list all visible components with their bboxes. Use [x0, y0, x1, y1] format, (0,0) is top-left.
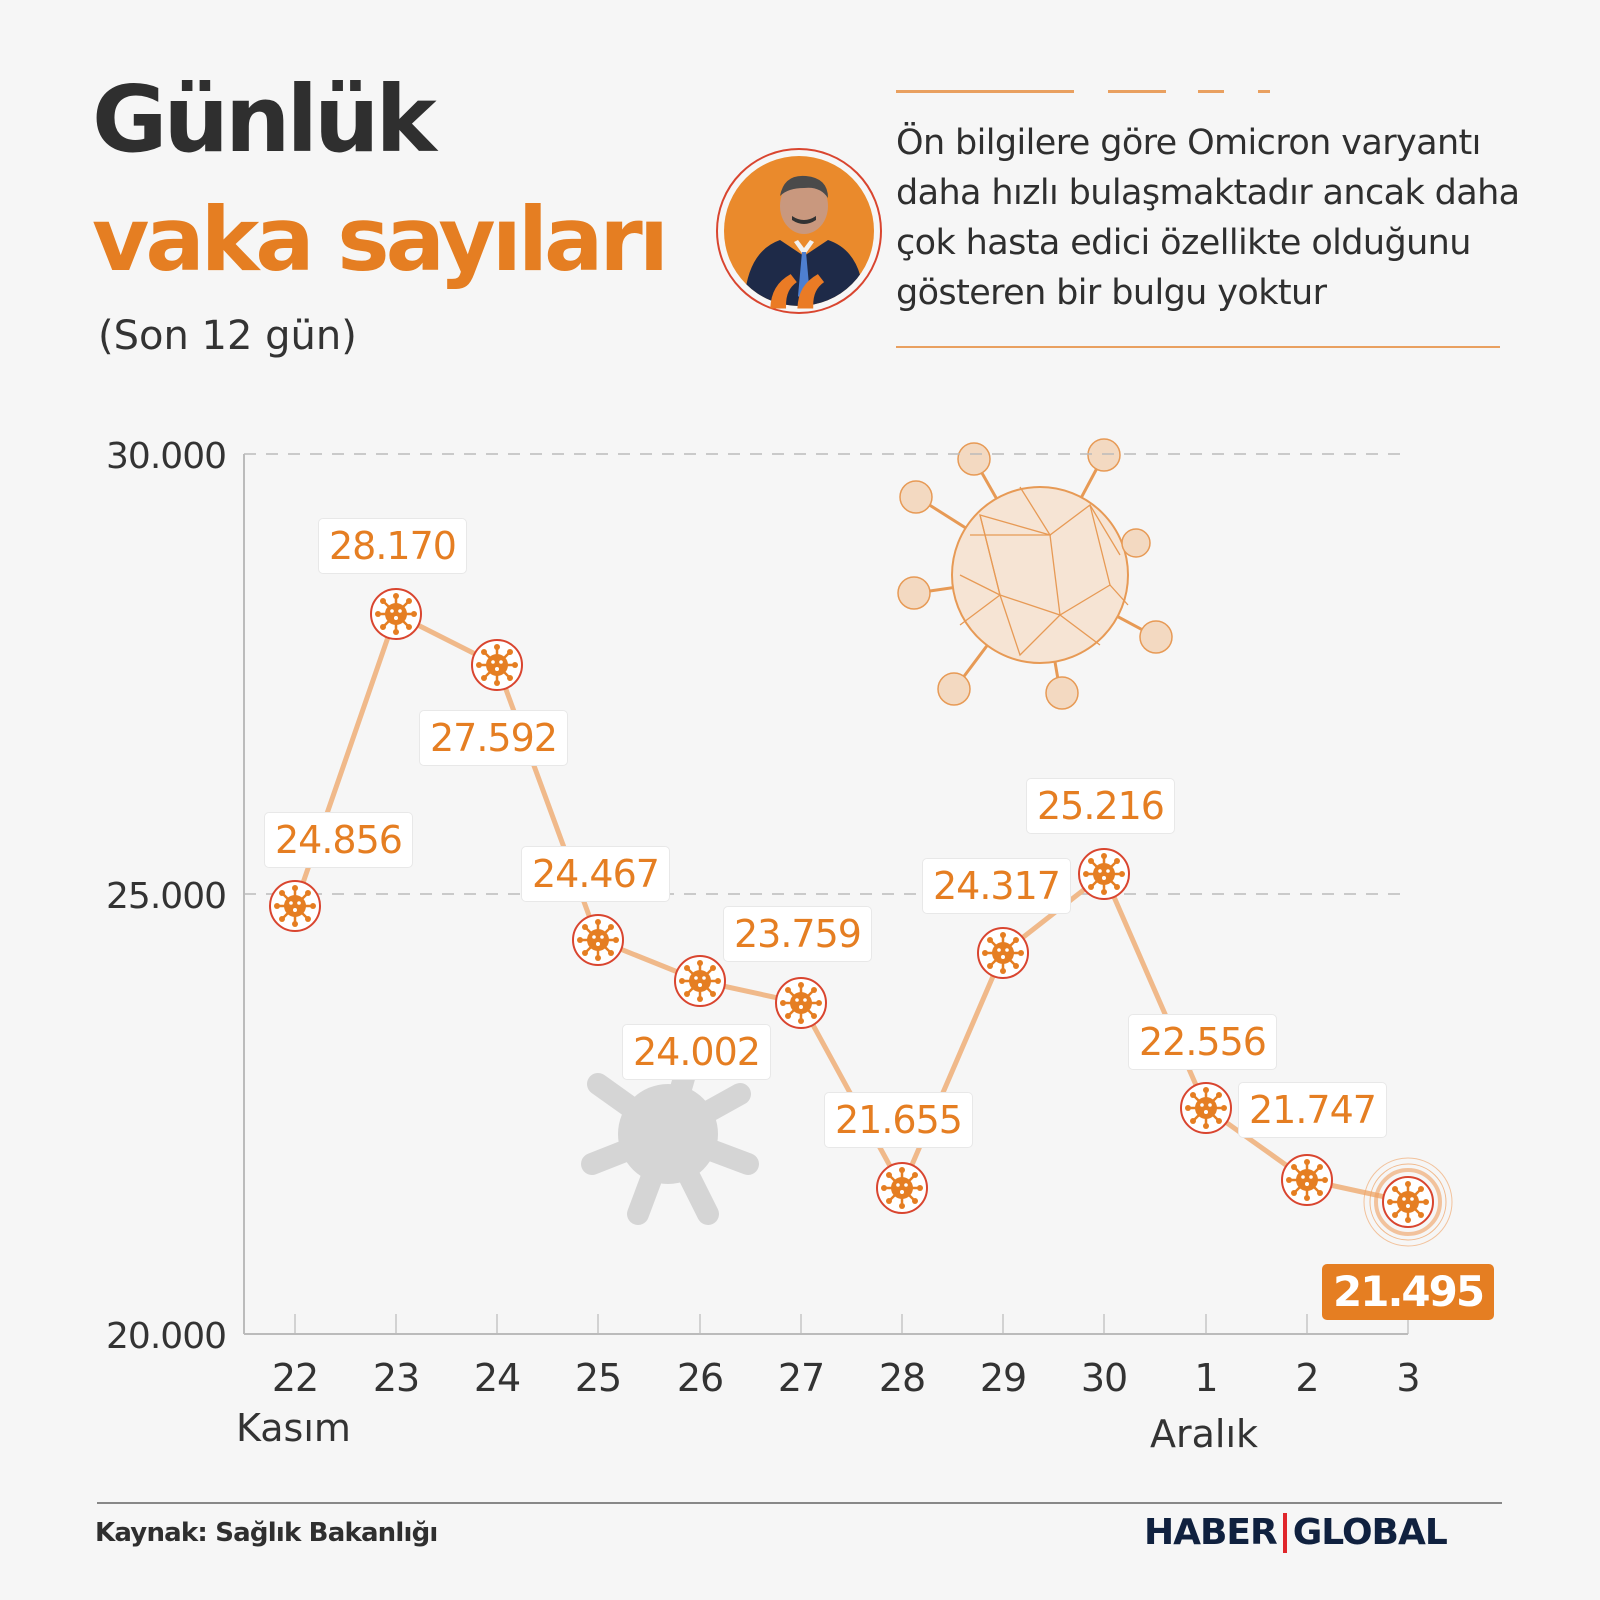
virus-marker-icon — [774, 976, 828, 1030]
quote-mark-icon: “ — [762, 251, 832, 392]
value-label: 27.592 — [419, 710, 568, 766]
highlight-pulse — [1363, 1157, 1453, 1247]
x-tick: 24 — [473, 1356, 521, 1400]
virus-marker-icon — [369, 587, 423, 641]
x-tick: 28 — [878, 1356, 926, 1400]
value-label: 28.170 — [318, 518, 467, 574]
decorative-virus-icon — [897, 438, 1173, 710]
x-tick: 27 — [777, 1356, 825, 1400]
y-tick: 30.000 — [106, 436, 227, 477]
footer-divider — [97, 1502, 1502, 1504]
brand-right: GLOBAL — [1292, 1512, 1448, 1553]
portrait-photo — [724, 156, 874, 306]
month-label-start: Kasım — [236, 1406, 351, 1450]
value-label: 24.317 — [922, 858, 1071, 914]
person-icon — [744, 175, 864, 306]
axes — [243, 454, 1409, 1335]
value-label: 25.216 — [1026, 778, 1175, 834]
x-tick: 1 — [1194, 1356, 1218, 1400]
virus-marker-icon — [571, 913, 625, 967]
quote-text: Ön bilgilere göre Omicron varyantı daha … — [896, 123, 1520, 313]
x-tick: 29 — [979, 1356, 1027, 1400]
source-text: Kaynak: Sağlık Bakanlığı — [95, 1518, 438, 1548]
value-label-highlight: 21.495 — [1322, 1264, 1495, 1320]
value-label: 23.759 — [723, 906, 872, 962]
value-label: 24.002 — [622, 1024, 771, 1080]
virus-marker-icon — [976, 926, 1030, 980]
x-tick: 26 — [676, 1356, 724, 1400]
brand-separator — [1282, 1512, 1287, 1553]
value-label: 21.747 — [1238, 1082, 1387, 1138]
minister-portrait — [716, 148, 882, 314]
virus-marker-icon — [1077, 847, 1131, 901]
virus-marker-icon — [268, 879, 322, 933]
virus-marker-icon — [875, 1161, 929, 1215]
value-label: 24.856 — [264, 812, 413, 868]
x-tick: 30 — [1080, 1356, 1128, 1400]
x-tick: 23 — [372, 1356, 420, 1400]
blurred-virus-icon — [581, 1053, 759, 1225]
quote-divider — [896, 346, 1500, 348]
value-label: 21.655 — [824, 1092, 973, 1148]
virus-marker-icon — [1280, 1153, 1334, 1207]
virus-marker-icon — [470, 638, 524, 692]
month-label-end: Aralık — [1150, 1412, 1259, 1456]
x-tick: 2 — [1295, 1356, 1319, 1400]
y-tick: 20.000 — [106, 1316, 227, 1357]
x-tick: 3 — [1396, 1356, 1420, 1400]
y-tick: 25.000 — [106, 876, 227, 917]
gridlines — [244, 453, 1404, 895]
virus-marker-icon — [1179, 1081, 1233, 1135]
subtitle: (Son 12 gün) — [98, 313, 357, 359]
title-line-2: vaka sayıları — [92, 188, 669, 291]
x-tick: 25 — [574, 1356, 622, 1400]
title-line-1: Günlük — [92, 66, 437, 173]
x-tick: 22 — [271, 1356, 319, 1400]
virus-marker-icon — [673, 954, 727, 1008]
brand-left: HABER — [1144, 1512, 1278, 1553]
value-label: 22.556 — [1128, 1014, 1277, 1070]
brand-logo: HABER GLOBAL — [1144, 1512, 1448, 1553]
virus-marker-icon — [1381, 1175, 1435, 1229]
value-label: 24.467 — [521, 846, 670, 902]
